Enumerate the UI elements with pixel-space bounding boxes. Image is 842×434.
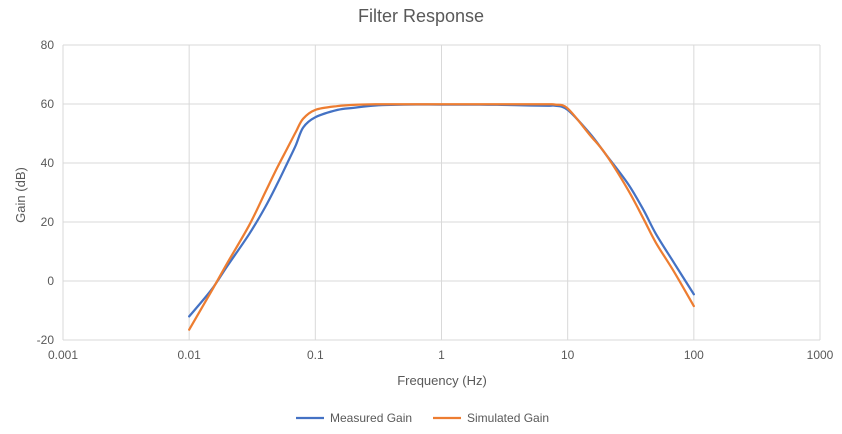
legend-label: Measured Gain: [330, 411, 412, 425]
x-tick-label: 1: [438, 348, 445, 362]
x-tick-label: 0.1: [307, 348, 324, 362]
y-tick-label: 40: [41, 156, 55, 170]
x-tick-label: 1000: [807, 348, 834, 362]
tick-labels: -20 0 20 40 60 80 0.001 0.01 0.1 1 10 100 1000: [37, 38, 834, 362]
legend: Measured Gain Simulated Gain: [296, 411, 549, 425]
y-tick-label: 20: [41, 215, 55, 229]
series-lines: [188, 103, 695, 331]
x-axis-title: Frequency (Hz): [397, 373, 487, 388]
x-tick-label: 0.001: [48, 348, 78, 362]
y-tick-label: -20: [37, 333, 55, 347]
gridlines: [62, 44, 821, 341]
y-tick-label: 60: [41, 97, 55, 111]
legend-label: Simulated Gain: [467, 411, 549, 425]
y-axis-title: Gain (dB): [13, 167, 28, 223]
series-line-simulated-gain: [188, 103, 695, 331]
x-tick-label: 100: [684, 348, 704, 362]
y-tick-label: 80: [41, 38, 55, 52]
y-tick-label: 0: [47, 274, 54, 288]
x-tick-label: 10: [561, 348, 575, 362]
x-tick-label: 0.01: [177, 348, 201, 362]
chart-title: Filter Response: [358, 6, 484, 26]
